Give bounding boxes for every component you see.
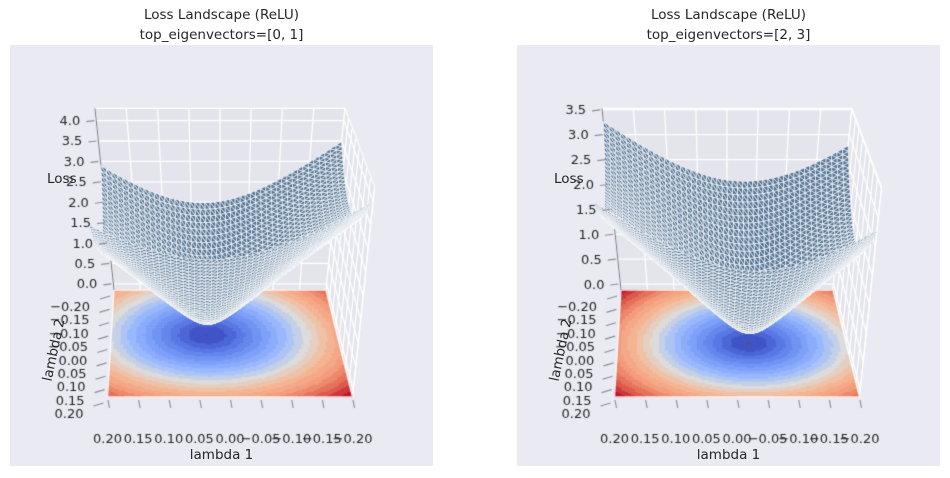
plot-title-left: Loss Landscape (ReLU) top_eigenvectors=[… bbox=[10, 5, 433, 45]
plot-title-left-line1: Loss Landscape (ReLU) bbox=[143, 7, 300, 23]
x-axis-label-right: lambda 1 bbox=[696, 447, 761, 463]
loss-landscape-plot-left bbox=[10, 45, 433, 466]
plot-title-right: Loss Landscape (ReLU) top_eigenvectors=[… bbox=[517, 5, 940, 45]
plot-title-right-line1: Loss Landscape (ReLU) bbox=[650, 7, 807, 23]
loss-landscape-plot-right bbox=[517, 45, 940, 466]
z-axis-label-right: Loss bbox=[554, 171, 584, 187]
plot-title-left-line2: top_eigenvectors=[0, 1] bbox=[139, 27, 304, 43]
x-axis-label-left: lambda 1 bbox=[189, 447, 254, 463]
z-axis-label-left: Loss bbox=[47, 171, 77, 187]
plot-title-right-line2: top_eigenvectors=[2, 3] bbox=[646, 27, 811, 43]
